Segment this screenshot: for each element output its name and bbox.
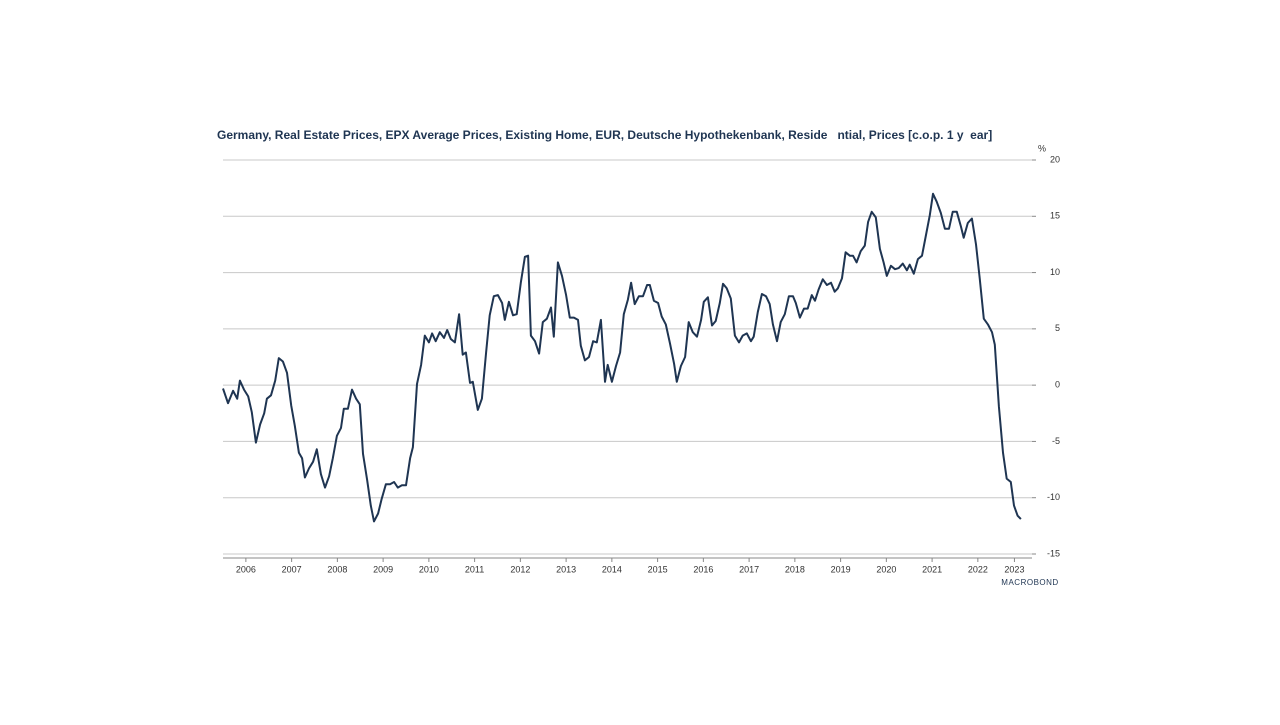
x-tick-label: 2006 — [236, 564, 256, 574]
x-tick-label: 2023 — [1004, 564, 1024, 574]
x-tick-label: 2011 — [465, 564, 484, 574]
y-tick-label: 15 — [1050, 211, 1060, 221]
x-tick-label: 2016 — [693, 564, 713, 574]
x-tick-label: 2017 — [739, 564, 759, 574]
y-tick-label: -5 — [1052, 436, 1060, 446]
x-tick-label: 2022 — [968, 564, 988, 574]
y-tick-label: 10 — [1050, 267, 1060, 277]
x-tick-label: 2012 — [510, 564, 530, 574]
y-unit: % — [1038, 143, 1046, 153]
x-tick-label: 2010 — [419, 564, 439, 574]
x-tick-label: 2013 — [556, 564, 576, 574]
y-tick-label: -10 — [1047, 492, 1060, 502]
x-tick-label: 2020 — [876, 564, 896, 574]
x-tick-label: 2015 — [648, 564, 668, 574]
y-tick-label: 0 — [1055, 380, 1060, 390]
x-tick-label: 2009 — [373, 564, 393, 574]
x-tick-label: 2018 — [785, 564, 805, 574]
y-tick-label: 5 — [1055, 323, 1060, 333]
x-tick-label: 2021 — [922, 564, 942, 574]
y-tick-label: 20 — [1050, 154, 1060, 164]
x-tick-label: 2019 — [831, 564, 851, 574]
source-logo: MACROBOND — [1001, 578, 1058, 587]
x-tick-label: 2007 — [282, 564, 302, 574]
y-tick-label: -15 — [1047, 548, 1060, 558]
x-tick-label: 2008 — [327, 564, 347, 574]
chart-title: Germany, Real Estate Prices, EPX Average… — [217, 128, 992, 142]
x-tick-label: 2014 — [602, 564, 622, 574]
data-line — [222, 192, 1022, 523]
